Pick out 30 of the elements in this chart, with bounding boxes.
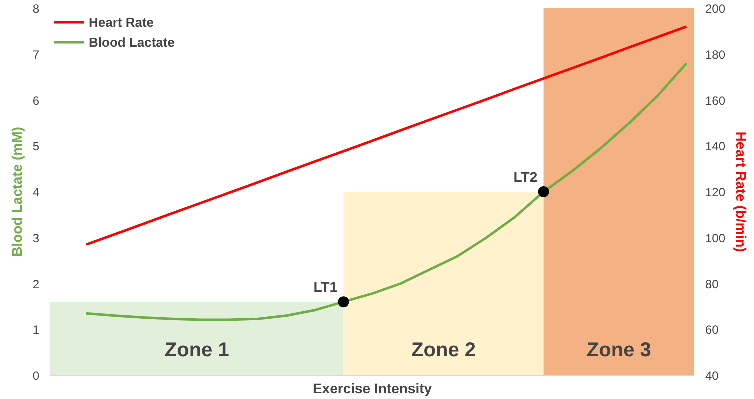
legend-label: Blood Lactate [89,34,175,50]
y-tick-label: 3 [32,231,40,246]
y-tick-label: 4 [32,186,40,200]
band-label: Zone 2 [412,340,476,362]
band-label: Zone 1 [164,340,230,362]
line-series [85,26,688,246]
y2-tick-label: 160 [706,94,726,108]
y2-tick-label: 200 [706,2,726,16]
line-series [85,62,688,322]
y-axis-title: Blood Lactate (mM) [8,127,25,257]
y2-tick-label: 100 [706,231,726,246]
annotation: LT2 [514,169,538,185]
y2-tick-label: 180 [706,48,726,62]
y2-tick-label: 60 [706,323,720,338]
band-label: Zone 3 [586,340,652,362]
y-tick-label: 8 [32,2,40,16]
y2-axis-title: Heart Rate (b/min) [734,132,750,252]
y2-tick-label: 140 [706,140,726,154]
y-tick-label: 1 [32,323,40,338]
y-tick-label: 7 [32,48,40,62]
y2-tick-label: 40 [706,369,720,383]
y2-tick-label: 120 [706,186,726,200]
annotation: LT1 [314,279,338,296]
x-axis-title: Exercise Intensity [312,380,432,396]
y2-tick-label: 80 [706,277,720,292]
y-tick-label: 0 [32,369,40,383]
legend-label: Heart Rate [89,14,154,30]
y-tick-label: 6 [32,94,40,108]
y-tick-label: 5 [32,140,40,154]
y-tick-label: 2 [32,277,40,292]
